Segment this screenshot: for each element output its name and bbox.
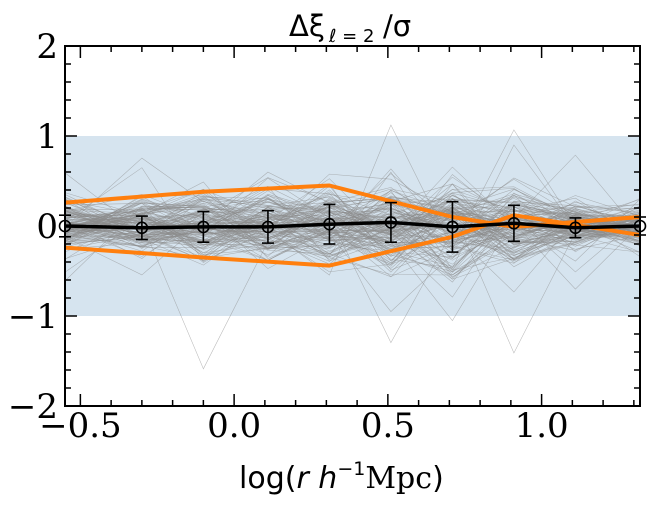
realization-line [65,193,640,258]
y-tick-label: 0 [36,207,58,247]
y-tick-label: −2 [8,387,58,427]
mean-point [569,221,582,235]
mean-point [384,216,398,229]
y-tick-label: 2 [36,27,58,67]
realization-line [65,206,640,257]
realization-line [65,193,640,257]
axis-ticks [65,45,640,407]
realization-line [65,200,640,259]
y-tick-label: −1 [8,297,58,337]
x-tick-label: 0.5 [361,406,415,446]
y-tick-label: 1 [36,117,58,157]
realization-line [65,189,640,259]
realization-line [65,183,640,269]
mean-point [507,217,521,230]
title-subscript: ℓ = 2 [328,26,374,47]
x-tick-labels: −0.5 0.0 0.5 1.0 [39,406,569,446]
y-tick-labels: −2 −1 0 1 2 [8,27,58,427]
xlabel-sup: −1 [337,458,365,480]
realization-line [65,195,640,250]
realization-line [65,202,640,290]
mean-point [446,220,459,234]
xlabel-unit: Mpc [365,461,432,496]
realization-line [65,215,640,273]
x-axis-label: log(r h−1Mpc) [239,458,444,496]
realization-line [65,198,640,262]
realization-line [65,211,640,344]
realization-line [65,173,640,262]
realization-line [65,206,640,259]
x-tick-label: −0.5 [39,406,122,446]
realization-line [65,188,640,265]
mean-point [197,220,210,234]
xlabel-suffix: ) [432,461,444,496]
chart-title: Δξ ℓ = 2 /σ [289,9,411,47]
xlabel-var: r h [296,461,337,496]
x-tick-label: 0.0 [207,406,261,446]
lower-envelope-line [65,213,640,268]
x-tick-label: 1.0 [515,406,569,446]
mean-line [64,220,641,230]
mean-point [135,221,149,235]
realization-line [65,190,640,260]
title-tail: /σ [383,9,411,43]
mean-point [323,217,336,231]
realization-line [65,204,640,259]
realization-line [65,194,640,248]
realization-line [65,183,640,264]
realization-line [65,189,640,249]
xlabel-prefix: log( [239,461,296,496]
realization-line [65,208,640,322]
realization-line [65,124,640,276]
realization-line [65,219,640,261]
realization-line [65,207,640,313]
realization-line [65,196,640,247]
mean-point [261,220,275,234]
title-main: Δξ [289,9,325,43]
